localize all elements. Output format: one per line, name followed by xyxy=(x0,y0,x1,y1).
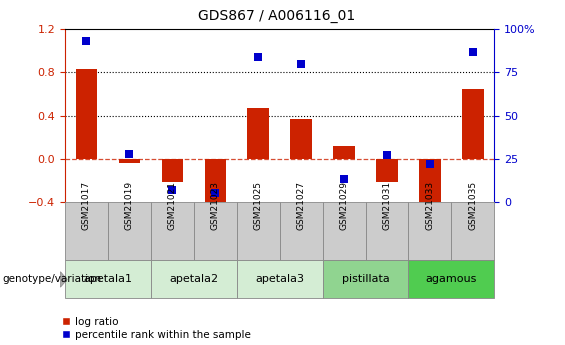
Text: genotype/variation: genotype/variation xyxy=(3,275,102,284)
Text: GSM21033: GSM21033 xyxy=(425,181,434,230)
Text: apetala2: apetala2 xyxy=(170,275,218,284)
Polygon shape xyxy=(60,272,67,287)
Bar xyxy=(119,159,140,163)
Bar xyxy=(290,119,312,159)
Text: GSM21021: GSM21021 xyxy=(168,181,177,230)
Bar xyxy=(366,202,408,260)
Text: apetala3: apetala3 xyxy=(255,275,304,284)
Text: agamous: agamous xyxy=(426,275,477,284)
Point xyxy=(125,151,134,156)
Legend: log ratio, percentile rank within the sample: log ratio, percentile rank within the sa… xyxy=(62,317,251,340)
Bar xyxy=(151,260,237,298)
Text: GSM21023: GSM21023 xyxy=(211,181,220,230)
Bar xyxy=(408,260,494,298)
Point xyxy=(254,54,263,60)
Bar xyxy=(194,202,237,260)
Bar xyxy=(65,260,151,298)
Point xyxy=(340,177,349,182)
Text: apetala1: apetala1 xyxy=(84,275,132,284)
Bar xyxy=(65,202,108,260)
Point xyxy=(82,39,91,44)
Text: GSM21017: GSM21017 xyxy=(82,181,91,230)
Bar xyxy=(323,260,408,298)
Bar xyxy=(333,146,355,159)
Bar xyxy=(151,202,194,260)
Point xyxy=(211,190,220,196)
Bar xyxy=(237,260,323,298)
Text: GSM21025: GSM21025 xyxy=(254,181,263,230)
Text: GSM21027: GSM21027 xyxy=(297,181,306,230)
Bar xyxy=(408,202,451,260)
Text: GSM21031: GSM21031 xyxy=(383,181,392,230)
Bar xyxy=(237,202,280,260)
Point xyxy=(168,187,177,193)
Bar xyxy=(247,108,269,159)
Bar xyxy=(462,89,484,159)
Bar xyxy=(76,69,97,159)
Bar xyxy=(162,159,183,183)
Bar xyxy=(419,159,441,205)
Bar xyxy=(280,202,323,260)
Bar xyxy=(205,159,226,210)
Bar xyxy=(376,159,398,183)
Point xyxy=(297,61,306,67)
Text: GSM21019: GSM21019 xyxy=(125,181,134,230)
Text: GSM21029: GSM21029 xyxy=(340,181,349,230)
Point xyxy=(468,49,477,55)
Point xyxy=(383,152,392,158)
Point xyxy=(425,161,434,167)
Text: pistillata: pistillata xyxy=(342,275,389,284)
Bar xyxy=(451,202,494,260)
Bar xyxy=(108,202,151,260)
Bar xyxy=(323,202,366,260)
Text: GSM21035: GSM21035 xyxy=(468,181,477,230)
Text: GDS867 / A006116_01: GDS867 / A006116_01 xyxy=(198,9,355,23)
